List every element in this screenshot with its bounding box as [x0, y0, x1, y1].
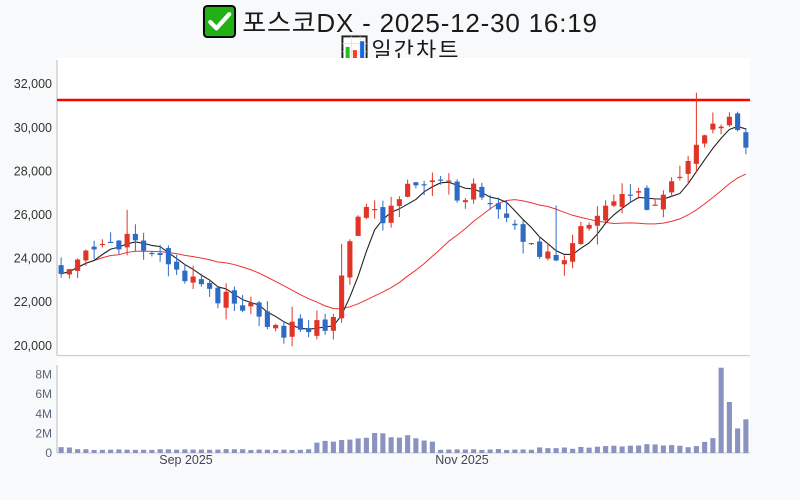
svg-text:4M: 4M [35, 407, 52, 421]
svg-text:8M: 8M [35, 368, 52, 382]
svg-text:6M: 6M [35, 387, 52, 401]
svg-text:2M: 2M [35, 426, 52, 440]
svg-text:24,000: 24,000 [14, 252, 52, 266]
svg-text:32,000: 32,000 [14, 77, 52, 91]
svg-text:Nov 2025: Nov 2025 [435, 453, 489, 467]
svg-text:0: 0 [45, 446, 52, 460]
svg-text:20,000: 20,000 [14, 339, 52, 353]
svg-text:26,000: 26,000 [14, 208, 52, 222]
svg-text:28,000: 28,000 [14, 164, 52, 178]
svg-text:22,000: 22,000 [14, 295, 52, 309]
svg-text:30,000: 30,000 [14, 121, 52, 135]
svg-text:Sep 2025: Sep 2025 [159, 453, 213, 467]
